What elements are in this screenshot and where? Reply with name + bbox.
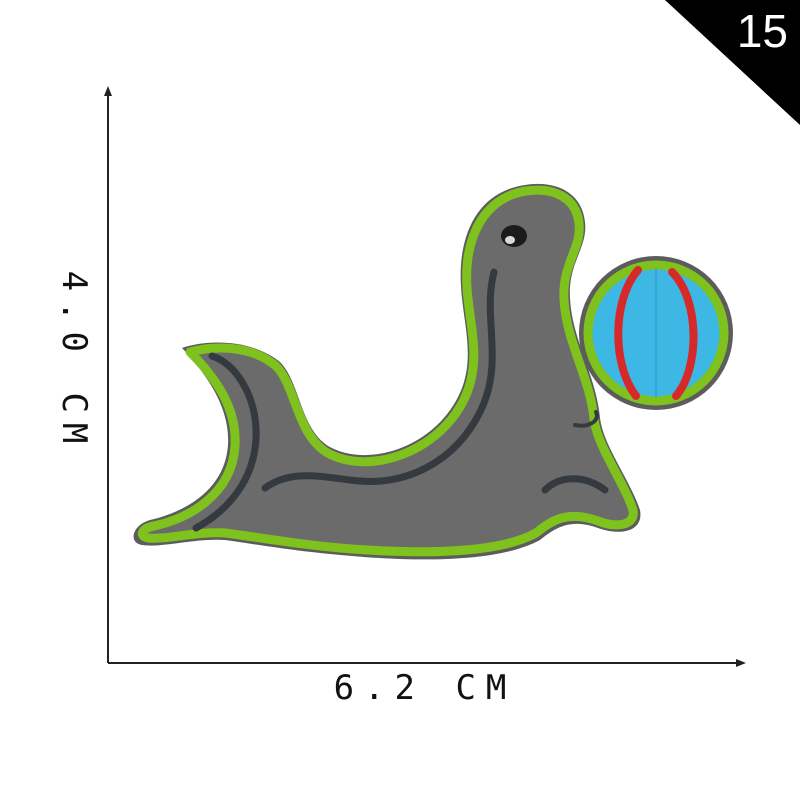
corner-badge bbox=[665, 0, 800, 125]
seal-eye-highlight bbox=[505, 236, 515, 244]
y-axis-arrow-icon bbox=[104, 86, 112, 96]
beach-ball bbox=[579, 256, 733, 410]
dimension-axes bbox=[104, 86, 746, 667]
seal-patch bbox=[133, 183, 733, 560]
patch-green-border bbox=[137, 185, 638, 557]
item-number: 15 bbox=[736, 5, 788, 57]
ball-red-stripe-left bbox=[614, 266, 642, 400]
patch-shadow-stripe bbox=[192, 268, 609, 532]
x-axis-arrow-icon bbox=[736, 659, 746, 667]
width-dimension-label: 6.2 CM bbox=[333, 668, 517, 708]
ball-red-stripe-right bbox=[668, 268, 698, 400]
patch-fin-stitch bbox=[573, 410, 599, 428]
seal-eye bbox=[501, 225, 527, 247]
height-dimension-label: 4.0 CM bbox=[54, 270, 94, 454]
